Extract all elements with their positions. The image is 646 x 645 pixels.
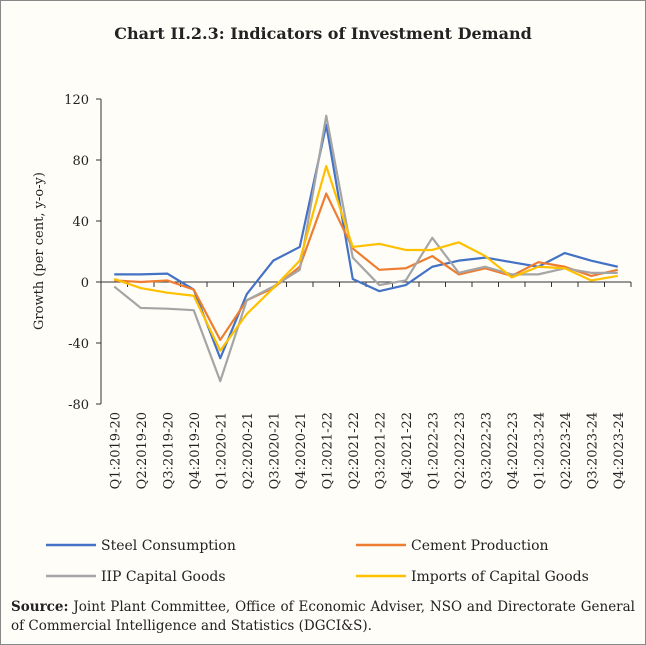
y-tick-label: -80	[68, 398, 89, 413]
x-tick-label: Q2:2019-20	[135, 412, 150, 489]
x-tick-label: Q2:2021-22	[347, 412, 362, 489]
y-tick-label: -40	[68, 337, 89, 352]
x-tick-label: Q4:2019-20	[188, 412, 203, 489]
x-tick-label: Q4:2023-24	[612, 412, 627, 489]
x-tick-label: Q1:2020-21	[214, 412, 229, 489]
legend-label: IIP Capital Goods	[101, 569, 226, 585]
chart: Chart II.2.3: Indicators of Investment D…	[32, 24, 632, 585]
x-tick-label: Q1:2023-24	[532, 412, 547, 489]
x-tick-label: Q2:2022-23	[453, 412, 468, 489]
y-tick-label: 40	[72, 215, 89, 230]
y-axis-label: Growth (per cent, y-o-y)	[32, 172, 47, 330]
x-tick-label: Q3:2019-20	[161, 412, 176, 489]
series-line	[114, 123, 618, 360]
x-tick-label: Q4:2020-21	[294, 412, 309, 489]
y-tick-label: 80	[72, 154, 89, 169]
x-tick-label: Q1:2021-22	[320, 412, 335, 489]
x-tick-label: Q4:2021-22	[400, 412, 415, 489]
source-text: Joint Plant Committee, Office of Economi…	[11, 599, 635, 634]
x-tick-label: Q1:2022-23	[426, 412, 441, 489]
x-tick-label: Q3:2023-24	[585, 412, 600, 489]
legend-label: Steel Consumption	[101, 538, 236, 554]
x-tick-label: Q3:2020-21	[267, 412, 282, 489]
x-tick-label: Q3:2022-23	[479, 412, 494, 489]
series-line	[113, 165, 618, 352]
x-tick-label: Q2:2023-24	[559, 412, 574, 489]
legend-label: Imports of Capital Goods	[411, 569, 589, 585]
x-tick-label: Q3:2021-22	[373, 412, 388, 489]
y-tick-label: 120	[64, 93, 89, 108]
chart-title: Chart II.2.3: Indicators of Investment D…	[114, 24, 532, 43]
x-tick-label: Q4:2022-23	[506, 412, 521, 489]
x-tick-label: Q2:2020-21	[241, 412, 256, 489]
series-line	[114, 192, 618, 342]
source-label: Source:	[11, 599, 69, 615]
y-tick-label: 0	[81, 276, 89, 291]
legend-label: Cement Production	[411, 538, 549, 554]
source-note: Source: Joint Plant Committee, Office of…	[11, 598, 635, 636]
x-tick-label: Q1:2019-20	[108, 412, 123, 489]
series-line	[113, 114, 618, 383]
